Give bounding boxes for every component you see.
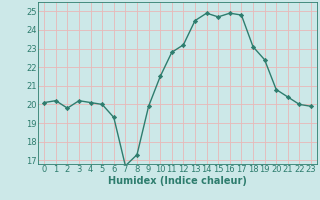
X-axis label: Humidex (Indice chaleur): Humidex (Indice chaleur) xyxy=(108,176,247,186)
